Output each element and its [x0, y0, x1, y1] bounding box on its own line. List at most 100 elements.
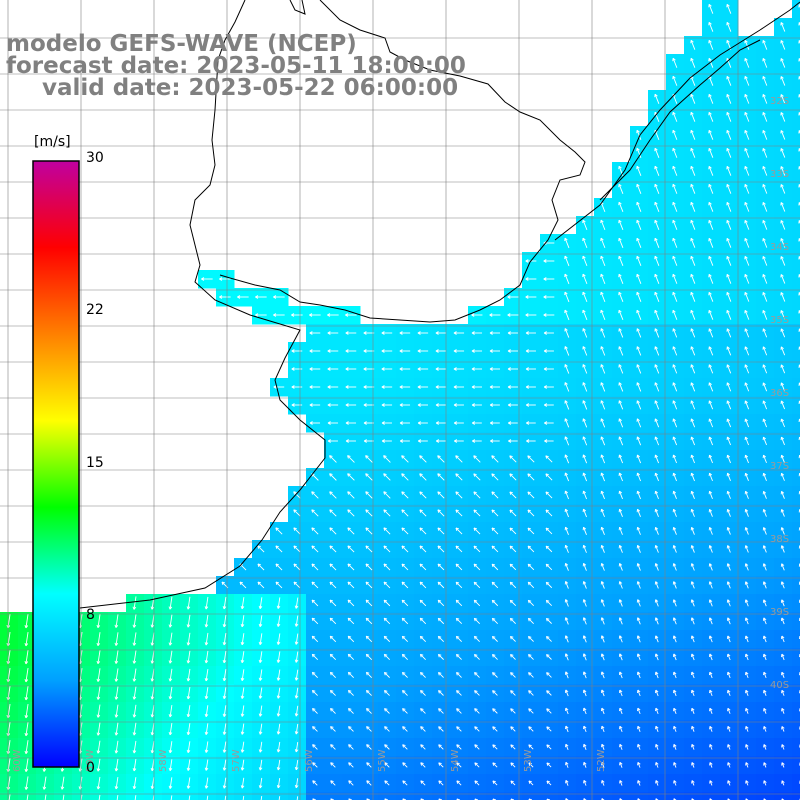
wind-arrow-head: [709, 508, 713, 512]
wind-arrow-head: [727, 545, 731, 548]
wind-arrow-head: [312, 744, 316, 746]
wind-arrow-head: [691, 545, 695, 548]
lon-label: 52W: [596, 749, 607, 772]
wind-arrow-head: [456, 635, 460, 638]
wind-arrow: [330, 780, 336, 786]
wind-arrow: [474, 726, 480, 732]
wind-arrow-head: [255, 313, 259, 316]
wind-arrow-head: [435, 367, 439, 370]
wind-arrow-head: [275, 581, 280, 584]
wind-arrow-head: [781, 472, 785, 476]
wind-arrow-head: [655, 581, 659, 584]
wind-arrow: [745, 708, 749, 714]
wind-arrow-head: [347, 563, 351, 566]
wind-arrow: [690, 94, 696, 104]
wind-arrow: [293, 527, 301, 535]
wind-arrow-head: [329, 527, 333, 530]
wind-arrow-head: [600, 382, 604, 385]
wind-arrow-head: [655, 436, 658, 440]
wind-arrow-head: [186, 731, 189, 735]
wind-arrow-head: [204, 767, 207, 771]
wind-arrow-head: [168, 624, 171, 628]
wind-arrow: [312, 744, 318, 750]
wind-arrow: [223, 705, 227, 717]
wind-arrow: [655, 689, 659, 697]
lon-label: 57W: [231, 749, 242, 772]
wind-arrow-head: [366, 726, 370, 728]
wind-arrow-head: [473, 455, 477, 457]
wind-arrow-head: [345, 367, 349, 370]
wind-arrow-head: [168, 642, 171, 646]
wind-arrow: [744, 346, 750, 356]
wind-arrow: [438, 654, 444, 660]
wind-arrow-head: [762, 274, 766, 277]
wind-arrow-head: [384, 690, 388, 692]
wind-arrow: [780, 310, 786, 320]
wind-arrow: [329, 563, 337, 571]
wind-arrow-head: [709, 653, 713, 657]
wind-arrow: [545, 509, 553, 517]
wind-arrow-head: [744, 40, 748, 43]
wind-arrow-head: [510, 635, 514, 638]
wind-arrow-head: [763, 346, 766, 350]
wind-arrow-head: [691, 400, 694, 404]
wind-arrow: [709, 689, 713, 697]
wind-arrow-head: [168, 660, 171, 664]
wind-arrow-head: [637, 725, 641, 729]
wind-arrow-head: [474, 635, 478, 638]
wind-arrow-head: [762, 238, 766, 241]
wind-arrow: [295, 651, 299, 663]
wind-arrow-head: [291, 403, 295, 406]
wind-arrow-head: [709, 707, 713, 711]
wind-arrow-head: [383, 599, 388, 602]
wind-arrow: [438, 744, 444, 750]
wind-arrow-head: [363, 403, 367, 406]
wind-arrow-head: [781, 454, 785, 458]
wind-arrow-head: [186, 660, 189, 664]
wind-arrow-head: [600, 346, 604, 349]
wind-arrow: [528, 780, 534, 786]
wind-arrow-head: [546, 636, 550, 638]
wind-arrow-head: [709, 472, 713, 476]
colorbar-tick-22: 22: [86, 302, 104, 318]
wind-arrow-head: [455, 473, 459, 476]
wind-arrow: [744, 166, 750, 176]
wind-arrow: [745, 617, 749, 625]
wind-arrow: [365, 653, 373, 661]
wind-arrow: [491, 599, 499, 607]
wind-arrow: [583, 707, 587, 715]
wind-arrow: [348, 762, 354, 768]
wind-arrow-head: [329, 473, 333, 475]
wind-arrow: [619, 599, 623, 607]
wind-arrow-head: [708, 39, 712, 43]
wind-arrow: [205, 741, 209, 753]
wind-arrow-head: [311, 491, 315, 493]
wind-arrow-head: [456, 581, 460, 584]
wind-arrow: [619, 653, 623, 661]
wind-arrow-head: [600, 219, 604, 223]
wind-arrow-head: [402, 780, 406, 783]
wind-arrow-head: [636, 183, 640, 187]
wind-cell: [252, 792, 271, 800]
wind-cell: [792, 108, 800, 127]
wind-arrow-head: [240, 713, 243, 717]
wind-arrow: [223, 651, 227, 663]
wind-arrow-head: [619, 653, 623, 657]
wind-cell: [342, 792, 361, 800]
wind-arrow: [600, 400, 606, 410]
wind-arrow: [546, 744, 552, 750]
wind-arrow: [762, 292, 768, 302]
wind-arrow: [223, 597, 227, 609]
wind-arrow-head: [619, 725, 623, 729]
wind-arrow: [437, 581, 445, 589]
wind-arrow: [672, 310, 678, 320]
wind-arrow: [259, 741, 263, 753]
wind-arrow: [636, 454, 642, 464]
wind-arrow-head: [365, 599, 370, 602]
wind-arrow: [565, 526, 569, 536]
wind-arrow-head: [381, 349, 385, 352]
wind-arrow-head: [709, 545, 713, 548]
wind-arrow-head: [583, 635, 587, 638]
wind-arrow: [295, 597, 299, 609]
wind-arrow: [223, 615, 227, 627]
